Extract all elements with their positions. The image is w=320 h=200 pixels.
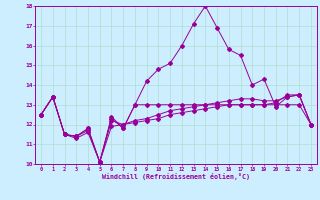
X-axis label: Windchill (Refroidissement éolien,°C): Windchill (Refroidissement éolien,°C)	[102, 173, 250, 180]
